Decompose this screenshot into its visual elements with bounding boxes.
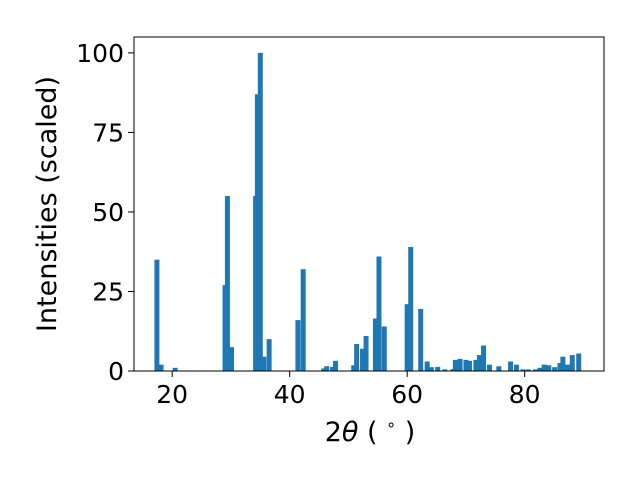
bar [372, 318, 378, 371]
x-axis-label: 2θ ( ∘ ) [325, 415, 416, 448]
bar [354, 343, 360, 371]
bar [266, 339, 272, 371]
bar [333, 360, 339, 371]
x-tick-label: 60 [391, 380, 423, 409]
bar [428, 367, 434, 371]
x-tick-label: 40 [274, 380, 306, 409]
x-axis: 20 40 60 80 [156, 371, 541, 409]
bar [508, 361, 514, 371]
bar [513, 364, 519, 371]
bar [330, 366, 336, 371]
bar [360, 348, 366, 371]
bar [560, 356, 566, 371]
bar [295, 320, 301, 371]
bar [496, 366, 502, 371]
bar [404, 304, 410, 371]
bar [324, 366, 330, 371]
bar [569, 355, 575, 371]
y-axis: 0 25 50 75 100 [76, 39, 134, 386]
bar [473, 359, 479, 371]
bar [541, 364, 547, 371]
bar [557, 363, 563, 371]
bar [546, 365, 552, 371]
bar [565, 364, 571, 371]
bar [520, 369, 526, 371]
bar [351, 365, 357, 371]
bar [418, 308, 424, 371]
bar [466, 360, 472, 371]
bar [486, 364, 492, 371]
x-tick-label: 80 [509, 380, 541, 409]
bar [321, 368, 327, 371]
x-tick-label: 20 [156, 380, 188, 409]
bar [552, 367, 558, 371]
bar [172, 367, 178, 371]
bar [254, 94, 260, 371]
bar [261, 356, 267, 371]
bar [158, 364, 164, 371]
plot-frame [133, 36, 605, 372]
bar [257, 52, 263, 372]
bar [154, 259, 160, 371]
bar [363, 336, 369, 371]
bar [424, 361, 430, 371]
y-tick-label: 75 [92, 118, 124, 147]
bar [229, 347, 235, 371]
bar [525, 369, 531, 371]
bar [463, 359, 469, 371]
bar [442, 369, 448, 371]
bar [408, 246, 414, 371]
y-tick-label: 25 [92, 277, 124, 306]
bar [457, 358, 463, 371]
bar [452, 359, 458, 371]
bar [576, 353, 582, 371]
bar [532, 369, 538, 371]
y-tick-label: 100 [76, 39, 124, 68]
bar [481, 345, 487, 371]
bar [381, 326, 387, 371]
bar [435, 366, 441, 371]
bar [300, 269, 306, 371]
bar [476, 355, 482, 371]
bar-series [154, 52, 582, 372]
y-tick-label: 50 [92, 198, 124, 227]
bar [376, 256, 382, 371]
bar [224, 196, 230, 371]
bar [537, 367, 543, 371]
y-tick-label: 0 [108, 357, 124, 386]
y-axis-label: Intensities (scaled) [32, 76, 63, 332]
